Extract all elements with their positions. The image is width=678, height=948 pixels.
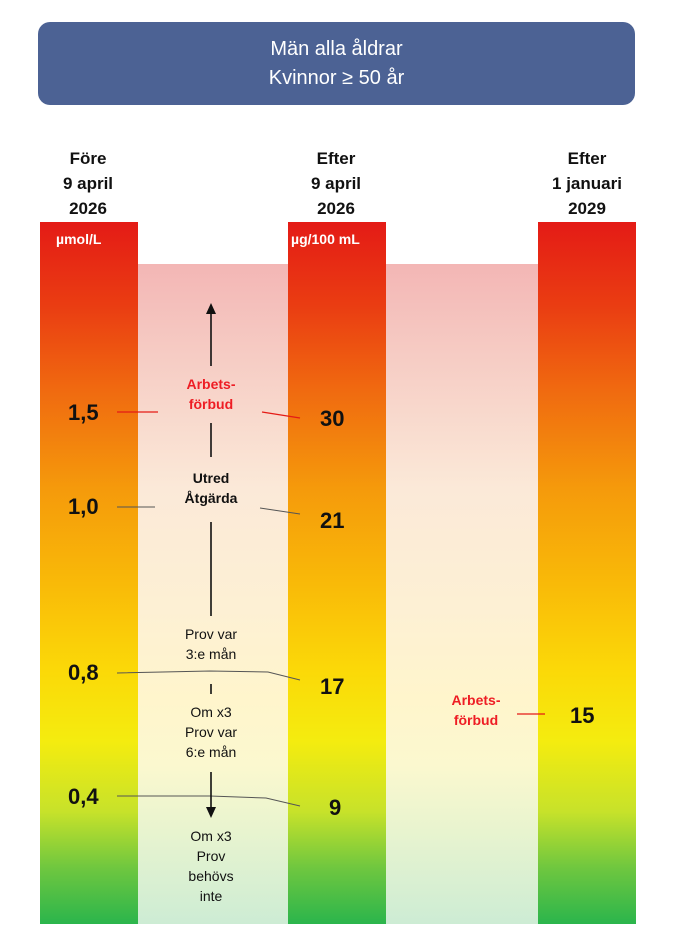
connector-line-21 — [259, 507, 301, 515]
label-test-every-3-months-line-2: 3:e mån — [185, 646, 237, 662]
gradient-bar-after-2029 — [538, 222, 636, 924]
arrow-down-head — [206, 807, 216, 818]
value-21: 21 — [320, 508, 345, 533]
arrow-up-head — [206, 303, 216, 314]
label-test-every-6-months: Om x3 Prov var 6:e mån — [141, 702, 281, 762]
label-act: Åtgärda — [184, 490, 238, 506]
column-heading-after-2029-line-3: 2029 — [568, 199, 606, 218]
connector-line-0-8 — [116, 670, 301, 681]
value-0-4: 0,4 — [68, 784, 99, 809]
gradient-bar-before — [40, 222, 138, 924]
label-work-ban-2029: Arbets- förbud — [406, 690, 546, 730]
label-work-ban-2029-line-2: förbud — [453, 712, 499, 728]
label-work-ban-line-1: Arbets- — [186, 376, 236, 392]
gradient-bar-after-2026 — [288, 222, 386, 924]
header-line-2: Kvinnor ≥ 50 år — [268, 66, 405, 89]
column-heading-after-2026-line-2: 9 april — [310, 174, 362, 193]
label-test-every-6-months-line-2: Prov var — [184, 724, 238, 740]
value-0-8: 0,8 — [68, 660, 99, 685]
column-heading-after-2029-line-2: 1 januari — [552, 174, 622, 193]
column-heading-before-line-2: 9 april — [62, 174, 114, 193]
value-15: 15 — [570, 703, 595, 728]
column-heading-after-2029: Efter 1 januari 2029 — [527, 146, 647, 221]
label-test-every-6-months-line-1: Om x3 — [190, 704, 232, 720]
header-banner: Män alla åldrar Kvinnor ≥ 50 år — [38, 22, 635, 105]
label-no-test-needed-line-3: behövs — [188, 868, 234, 884]
label-test-every-6-months-line-3: 6:e mån — [185, 744, 237, 760]
value-1-5: 1,5 — [68, 400, 99, 425]
column-heading-after-2029-line-1: Efter — [567, 149, 607, 168]
label-investigate: Utred — [192, 470, 230, 486]
column-heading-before-line-3: 2026 — [69, 199, 107, 218]
label-no-test-needed: Om x3 Prov behövs inte — [141, 826, 281, 906]
connector-line-30 — [261, 411, 301, 419]
label-no-test-needed-line-1: Om x3 — [190, 828, 232, 844]
value-1-0: 1,0 — [68, 494, 99, 519]
label-no-test-needed-line-2: Prov — [196, 848, 226, 864]
label-investigate-act: Utred Åtgärda — [141, 468, 281, 508]
connector-line-0-4 — [117, 795, 301, 807]
label-work-ban: Arbets- förbud — [141, 374, 281, 414]
label-test-every-3-months-line-1: Prov var — [184, 626, 238, 642]
column-heading-after-2026-line-1: Efter — [316, 149, 356, 168]
label-no-test-needed-line-4: inte — [199, 888, 223, 904]
label-test-every-3-months: Prov var 3:e mån — [141, 624, 281, 664]
label-work-ban-line-2: förbud — [188, 396, 234, 412]
value-9: 9 — [329, 795, 342, 820]
label-work-ban-2029-line-1: Arbets- — [451, 692, 501, 708]
unit-label-umol: µmol/L — [56, 231, 102, 247]
column-heading-after-2026-line-3: 2026 — [317, 199, 355, 218]
header-line-1: Män alla åldrar — [270, 37, 403, 60]
column-heading-before: Före 9 april 2026 — [28, 146, 148, 221]
column-heading-before-line-1: Före — [69, 149, 107, 168]
column-heading-after-2026: Efter 9 april 2026 — [276, 146, 396, 221]
value-17: 17 — [320, 674, 345, 699]
unit-label-ug: µg/100 mL — [291, 231, 360, 247]
value-30: 30 — [320, 406, 345, 431]
